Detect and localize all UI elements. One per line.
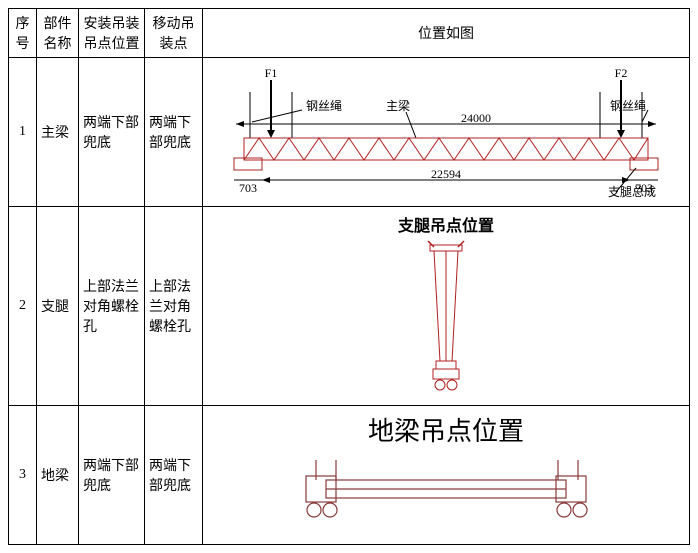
lifting-points-table: 序号 部件名称 安装吊装吊点位置 移动吊装点 位置如图 1 主梁 两端下部兜底 … <box>8 8 690 545</box>
cell-figure: F1 F2 钢丝绳 主梁 <box>203 58 690 207</box>
dim-top: 24000 <box>461 111 491 125</box>
header-fig: 位置如图 <box>203 9 690 58</box>
header-idx: 序号 <box>9 9 37 58</box>
cell-idx: 2 <box>9 207 37 406</box>
table-row: 3 地梁 两端下部兜底 两端下部兜底 地梁吊点位置 <box>9 406 690 545</box>
cell-pos2: 两端下部兜底 <box>145 406 203 545</box>
label-f1: F1 <box>265 66 278 80</box>
dim-bottom: 22594 <box>431 167 461 181</box>
cell-idx: 3 <box>9 406 37 545</box>
label-wire-left: 钢丝绳 <box>306 99 342 113</box>
table-row: 1 主梁 两端下部兜底 两端下部兜底 F1 F2 <box>9 58 690 207</box>
cell-name: 主梁 <box>37 58 79 207</box>
cell-pos1: 上部法兰对角螺栓孔 <box>79 207 145 406</box>
cell-figure: 支腿吊点位置 <box>203 207 690 406</box>
cell-pos1: 两端下部兜底 <box>79 406 145 545</box>
cell-figure: 地梁吊点位置 <box>203 406 690 545</box>
table-row: 2 支腿 上部法兰对角螺栓孔 上部法兰对角螺栓孔 支腿吊点位置 <box>9 207 690 406</box>
cell-name: 支腿 <box>37 207 79 406</box>
header-name: 部件名称 <box>37 9 79 58</box>
header-pos2: 移动吊装点 <box>145 9 203 58</box>
header-pos1: 安装吊装吊点位置 <box>79 9 145 58</box>
cell-idx: 1 <box>9 58 37 207</box>
label-f2: F2 <box>615 66 628 80</box>
cell-pos2: 两端下部兜底 <box>145 58 203 207</box>
truss-diagram: F1 F2 钢丝绳 主梁 <box>216 62 676 202</box>
dim-left: 703 <box>239 181 257 195</box>
table-header-row: 序号 部件名称 安装吊装吊点位置 移动吊装点 位置如图 <box>9 9 690 58</box>
cell-name: 地梁 <box>37 406 79 545</box>
leg-diagram: 支腿吊点位置 <box>296 211 596 401</box>
label-wire-right: 钢丝绳 <box>610 99 646 113</box>
groundbeam-title: 地梁吊点位置 <box>368 417 524 446</box>
label-beam: 主梁 <box>386 98 410 113</box>
leg-title: 支腿吊点位置 <box>397 216 494 235</box>
label-leg-assy: 支腿总成 <box>608 185 656 199</box>
cell-pos1: 两端下部兜底 <box>79 58 145 207</box>
cell-pos2: 上部法兰对角螺栓孔 <box>145 207 203 406</box>
groundbeam-diagram: 地梁吊点位置 <box>236 410 656 540</box>
